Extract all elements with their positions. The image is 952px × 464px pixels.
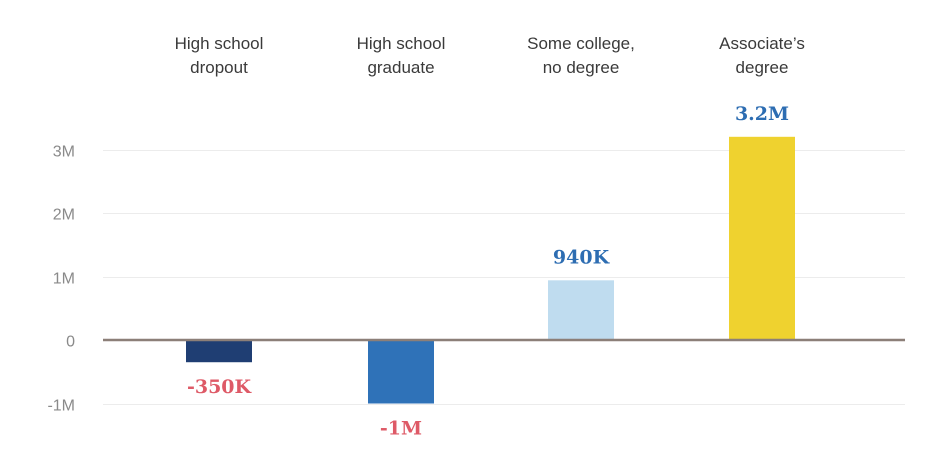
bar bbox=[368, 340, 434, 404]
y-tick-label: 0 bbox=[66, 334, 75, 351]
category-label: High school bbox=[175, 34, 264, 53]
category-label: Some college, bbox=[527, 34, 635, 53]
data-label: -350K bbox=[187, 376, 253, 398]
y-tick-label: 3M bbox=[53, 144, 75, 161]
category-label: degree bbox=[736, 58, 789, 77]
category-label: dropout bbox=[190, 58, 248, 77]
y-tick-labels: 3M 2M 1M 0 -1M bbox=[47, 144, 75, 415]
data-label: -1M bbox=[380, 418, 422, 440]
bar bbox=[548, 280, 614, 340]
category-label: graduate bbox=[367, 58, 434, 77]
y-tick-label: 1M bbox=[53, 271, 75, 288]
category-labels: High school dropout High school graduate Som… bbox=[175, 34, 805, 77]
data-label: 940K bbox=[553, 246, 611, 268]
data-label: 3.2M bbox=[735, 103, 789, 125]
y-tick-label: 2M bbox=[53, 207, 75, 224]
category-label: High school bbox=[357, 34, 446, 53]
bar bbox=[186, 340, 252, 363]
category-label: Associate’s bbox=[719, 34, 805, 53]
bar bbox=[729, 136, 795, 340]
bars bbox=[186, 136, 795, 404]
y-tick-label: -1M bbox=[47, 398, 75, 415]
data-labels: -350K -1M 940K 3.2M bbox=[187, 103, 789, 440]
category-label: no degree bbox=[543, 58, 620, 77]
